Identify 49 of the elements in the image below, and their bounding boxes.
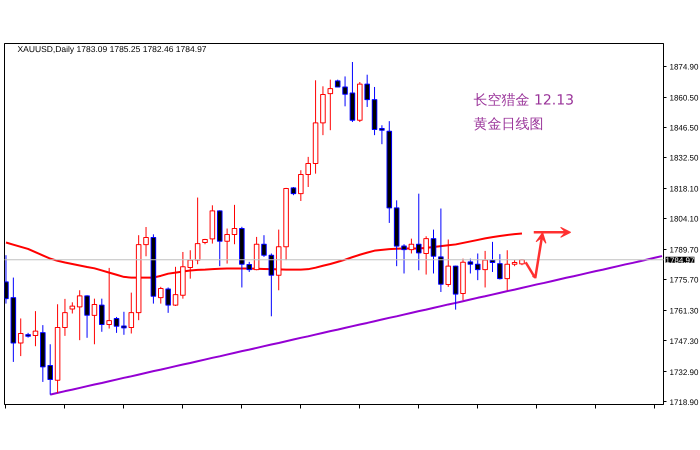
candlestick — [84, 294, 90, 338]
y-tick-label: 1832.50 — [670, 154, 699, 163]
candlestick — [416, 193, 422, 271]
candlestick — [474, 252, 481, 281]
candlestick — [364, 74, 370, 108]
candlestick — [497, 254, 503, 280]
candlestick — [298, 170, 304, 202]
y-tick-label: 1761.30 — [670, 306, 699, 316]
annotation: 黄金日线图 — [474, 116, 544, 132]
candlestick — [224, 228, 230, 264]
candlestick — [99, 298, 105, 332]
candlestick — [430, 229, 436, 274]
candlestick — [232, 204, 238, 245]
candlestick — [76, 290, 82, 341]
chart-title: XAUUSD,Daily 1783.09 1785.25 1782.46 1784.97 — [18, 44, 207, 54]
candlestick — [165, 286, 171, 314]
y-tick-label: 1747.30 — [670, 336, 699, 346]
candlestick — [504, 250, 510, 291]
candlestick — [423, 236, 429, 276]
candlestick — [143, 226, 149, 257]
candlestick — [194, 197, 200, 265]
y-tick-label: 1874.90 — [670, 62, 699, 72]
candlestick — [92, 298, 98, 345]
candlestick — [268, 252, 274, 317]
candlestick — [305, 156, 311, 188]
annotation: 长空猎金 12.13 — [474, 92, 574, 108]
ref-line-label: 1784.97 — [666, 256, 695, 265]
candlestick — [32, 310, 38, 347]
y-tick-label: 1718.90 — [670, 398, 699, 407]
y-tick-label: 1860.50 — [670, 93, 699, 102]
candlestick — [328, 79, 334, 131]
candlestick — [18, 318, 24, 357]
y-tick-label: 1846.50 — [670, 123, 699, 132]
y-tick-label: 1775.70 — [670, 276, 699, 285]
y-tick-label: 1732.90 — [670, 368, 699, 377]
line-series — [49, 255, 664, 396]
candlestick — [47, 344, 53, 396]
candlestick — [158, 286, 164, 304]
candlestick — [261, 234, 267, 258]
candlestick — [70, 302, 76, 314]
candlestick — [408, 238, 414, 254]
y-tick-label: 1804.10 — [670, 214, 699, 224]
candlestick — [468, 258, 474, 274]
candlestick — [62, 298, 68, 336]
candlestick — [128, 292, 134, 334]
y-tick-label: 1818.10 — [670, 184, 699, 194]
candlestick — [482, 250, 488, 288]
candlestick — [246, 261, 252, 272]
y-tick-label: 1789.70 — [670, 246, 699, 255]
